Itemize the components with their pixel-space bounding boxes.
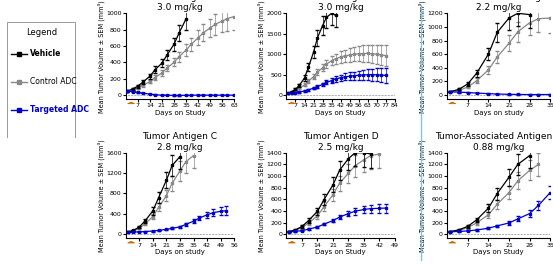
Y-axis label: Mean Tumor Volume ± SEM (mm³): Mean Tumor Volume ± SEM (mm³) [419,139,426,252]
Title: Tumor Antigen D
2.5 mg/kg: Tumor Antigen D 2.5 mg/kg [303,132,378,152]
Y-axis label: Mean Tumor Volume ± SEM (mm³): Mean Tumor Volume ± SEM (mm³) [97,139,105,252]
X-axis label: Days on study: Days on study [474,110,524,116]
X-axis label: Days on Study: Days on Study [315,110,366,116]
X-axis label: Days on study: Days on study [155,249,205,255]
X-axis label: Days on Study: Days on Study [315,249,366,255]
X-axis label: Days on Study: Days on Study [155,110,205,116]
Title: Tumor Antigen B
3.0 mg/kg: Tumor Antigen B 3.0 mg/kg [303,0,378,12]
Text: Control ADC: Control ADC [30,77,77,86]
FancyBboxPatch shape [7,22,75,138]
Title: Tumor-Associated Antigen A
2.2 mg/kg: Tumor-Associated Antigen A 2.2 mg/kg [436,0,553,12]
Y-axis label: Mean Tumor Volume ± SEM (mm³): Mean Tumor Volume ± SEM (mm³) [258,139,265,252]
Y-axis label: Mean Tumor Volume ± SEM (mm³): Mean Tumor Volume ± SEM (mm³) [419,0,426,113]
Title: Tumor Antigen A
3.0 mg/kg: Tumor Antigen A 3.0 mg/kg [143,0,217,12]
Y-axis label: Mean Tumor Volume ± SEM (mm³): Mean Tumor Volume ± SEM (mm³) [258,0,265,113]
Text: Targeted ADC: Targeted ADC [30,105,89,114]
Title: Tumor-Associated Antigen B
0.88 mg/kg: Tumor-Associated Antigen B 0.88 mg/kg [436,132,553,152]
Text: Vehicle: Vehicle [30,49,61,58]
X-axis label: Days on Study: Days on Study [473,249,524,255]
Text: Legend: Legend [25,28,57,37]
Title: Tumor Antigen C
2.8 mg/kg: Tumor Antigen C 2.8 mg/kg [143,132,217,152]
Y-axis label: Mean Tumor Volume ± SEM (mm³): Mean Tumor Volume ± SEM (mm³) [97,0,105,113]
